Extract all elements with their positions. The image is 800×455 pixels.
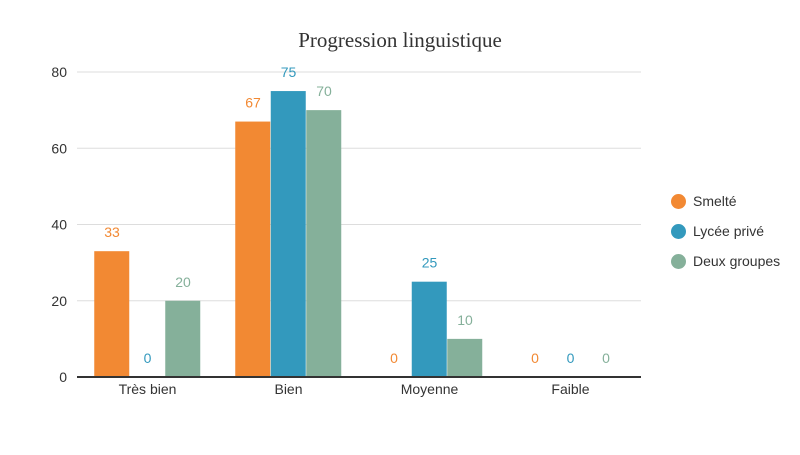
data-label: 33 bbox=[104, 224, 120, 240]
x-tick-label: Faible bbox=[551, 381, 589, 397]
y-tick-label: 40 bbox=[51, 217, 67, 233]
bar[interactable] bbox=[411, 281, 447, 377]
data-label: 75 bbox=[281, 64, 297, 80]
gridlines bbox=[77, 71, 641, 302]
legend-item[interactable]: Deux groupes bbox=[671, 246, 780, 276]
y-tick-label: 0 bbox=[59, 369, 67, 385]
bar[interactable] bbox=[306, 110, 342, 377]
legend-marker-icon bbox=[671, 253, 686, 269]
bar[interactable] bbox=[447, 338, 483, 377]
axes: 0 20 40 60 80 Très bien Bien Moyenne Faible bbox=[51, 64, 641, 397]
y-tick-label: 60 bbox=[51, 140, 67, 156]
data-label: 20 bbox=[175, 274, 191, 290]
y-tick-label: 20 bbox=[51, 293, 67, 309]
data-label: 0 bbox=[531, 350, 539, 366]
data-label: 0 bbox=[567, 350, 575, 366]
chart-title: Progression linguistique bbox=[298, 28, 502, 52]
data-label: 10 bbox=[457, 312, 473, 328]
bar[interactable] bbox=[270, 91, 306, 377]
data-label: 70 bbox=[316, 83, 332, 99]
legend-label: Deux groupes bbox=[693, 253, 781, 269]
data-label: 0 bbox=[602, 350, 610, 366]
value-labels: 33 0 20 67 75 70 0 25 10 0 0 0 bbox=[104, 64, 610, 366]
legend-item[interactable]: Smelté bbox=[671, 186, 780, 216]
data-label: 0 bbox=[390, 350, 398, 366]
bar[interactable] bbox=[235, 121, 271, 377]
x-tick-label: Bien bbox=[274, 381, 302, 397]
legend-label: Smelté bbox=[693, 193, 737, 209]
bar[interactable] bbox=[94, 251, 130, 377]
x-tick-label: Moyenne bbox=[401, 381, 459, 397]
legend-marker-icon bbox=[671, 193, 686, 209]
data-label: 0 bbox=[144, 350, 152, 366]
bar[interactable] bbox=[165, 300, 201, 377]
y-tick-label: 80 bbox=[51, 64, 67, 80]
legend-item[interactable]: Lycée privé bbox=[671, 216, 780, 246]
data-label: 25 bbox=[422, 255, 438, 271]
legend-label: Lycée privé bbox=[693, 223, 765, 239]
bars bbox=[94, 91, 483, 377]
legend: Smelté Lycée privé Deux groupes bbox=[671, 186, 780, 276]
x-tick-label: Très bien bbox=[119, 381, 177, 397]
legend-marker-icon bbox=[671, 223, 686, 239]
data-label: 67 bbox=[245, 95, 261, 111]
